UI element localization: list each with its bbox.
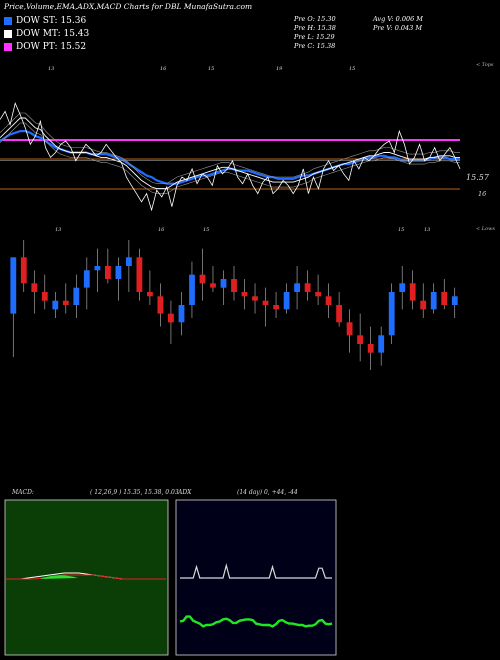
candle-body xyxy=(231,279,237,292)
lower-date-label: 16 xyxy=(158,227,165,233)
candle-body xyxy=(199,274,206,284)
candle-body xyxy=(273,305,279,310)
upper-date-label: 15 xyxy=(208,66,214,72)
stat-avg-volume: Avg V: 0.006 M xyxy=(373,15,423,23)
macd-label: MACD: xyxy=(11,489,34,496)
legend-row-mt: DOW MT: 15.43 xyxy=(4,29,89,39)
candle-body xyxy=(367,344,374,353)
bottom-label: < Lows xyxy=(476,226,495,232)
stat-prev-low: Pre L: 15.29 xyxy=(294,33,335,41)
lower-date-label: 13 xyxy=(424,227,430,233)
macd-signal-line xyxy=(6,574,166,580)
legend-row-st: DOW ST: 15.36 xyxy=(4,16,86,26)
ema-lines xyxy=(0,101,461,212)
candle-body xyxy=(430,292,437,310)
candle-body xyxy=(325,296,332,305)
candle-body xyxy=(378,335,385,353)
candle-body xyxy=(357,335,363,344)
candle-body xyxy=(178,305,185,323)
upper-date-label: 15 xyxy=(349,66,355,72)
lower-date-label: 13 xyxy=(55,227,61,233)
upper-date-label: 16 xyxy=(160,66,167,72)
legend-label-st: DOW ST: 15.36 xyxy=(16,16,87,26)
candle-body xyxy=(262,300,269,305)
band-line-0 xyxy=(0,112,460,184)
candle-body xyxy=(20,257,27,284)
candle-body xyxy=(220,279,227,288)
candle-body xyxy=(62,300,69,305)
candle-body xyxy=(94,266,101,271)
stat-prev-high: Pre H: 15.38 xyxy=(294,24,336,32)
upper-price-panel: 13 16 15 19 15 < Tops 15.57 16 xyxy=(0,62,494,212)
candle-body xyxy=(147,292,153,297)
chart-title: Price,Volume,EMA,ADX,MACD Charts for DBL… xyxy=(4,2,253,11)
upper-date-labels: 13 16 15 19 15 xyxy=(48,66,355,72)
candle-body xyxy=(73,287,80,305)
candle-body xyxy=(252,296,258,301)
candle-body xyxy=(157,296,164,314)
legend-label-mt: DOW MT: 15.43 xyxy=(16,29,90,39)
candle-body xyxy=(210,283,216,288)
candle-body xyxy=(31,283,38,292)
legend-row-pt: DOW PT: 15.52 xyxy=(4,42,86,52)
candle-body xyxy=(41,292,48,301)
price-label-1: 15.57 xyxy=(466,173,490,182)
adx-label: ADX xyxy=(177,489,192,496)
candle-body xyxy=(304,283,311,292)
adx-lines xyxy=(179,563,333,628)
candle-body xyxy=(126,257,132,266)
macd-panel: MACD: ( 12,26,9 ) 15.35, 15.38, 0.03 xyxy=(4,489,179,656)
candle-body xyxy=(315,292,321,297)
candle-body xyxy=(10,257,17,314)
candle-body xyxy=(105,266,111,279)
candle-body xyxy=(83,270,90,288)
di-line xyxy=(179,615,333,628)
macd-lines xyxy=(6,572,166,580)
candle-body xyxy=(451,296,458,305)
adx-line xyxy=(180,563,332,579)
legend-swatch-pt xyxy=(4,43,12,51)
adx-panel: ADX (14 day) 0, +44, -44 xyxy=(175,489,337,656)
lower-date-labels: 13 16 15 15 13 xyxy=(55,227,430,233)
lower-date-label: 15 xyxy=(398,227,404,233)
macd-params: ( 12,26,9 ) 15.35, 15.38, 0.03 xyxy=(90,489,179,496)
candle-body xyxy=(346,322,353,336)
series-line-dow-mt xyxy=(0,117,460,190)
candle-body xyxy=(294,283,300,292)
candle-body xyxy=(409,283,416,301)
candles xyxy=(10,240,458,370)
legend-swatch-mt xyxy=(4,30,12,38)
stat-prev-open: Pre O: 15.30 xyxy=(294,15,336,23)
stat-prev-close: Pre C: 15.38 xyxy=(294,42,336,50)
candle-body xyxy=(115,266,122,279)
upper-date-label: 13 xyxy=(48,66,54,72)
lower-candle-panel: 13 16 15 15 13 < Lows xyxy=(10,226,495,370)
candle-body xyxy=(336,305,342,323)
candle-body xyxy=(189,274,195,305)
candle-body xyxy=(168,313,174,323)
candle-body xyxy=(420,300,427,310)
price-label-2: 16 xyxy=(478,190,486,198)
legend-label-pt: DOW PT: 15.52 xyxy=(16,42,87,52)
top-label: < Tops xyxy=(476,62,494,68)
candle-body xyxy=(52,300,59,310)
candle-body xyxy=(136,257,143,292)
series-line-close xyxy=(0,101,461,212)
macd-histogram xyxy=(40,575,78,579)
stat-prev-volume: Pre V: 0.043 M xyxy=(373,24,423,32)
lower-date-label: 15 xyxy=(203,227,209,233)
candle-body xyxy=(399,283,406,292)
legend-swatch-st xyxy=(4,17,12,25)
candle-body xyxy=(441,292,448,305)
series-line-dow-st xyxy=(0,130,460,185)
adx-params: (14 day) 0, +44, -44 xyxy=(237,489,298,496)
upper-date-label: 19 xyxy=(276,66,283,72)
candle-body xyxy=(283,292,290,310)
band-line-1 xyxy=(0,122,460,194)
candle-body xyxy=(241,292,248,297)
candle-body xyxy=(388,292,395,336)
